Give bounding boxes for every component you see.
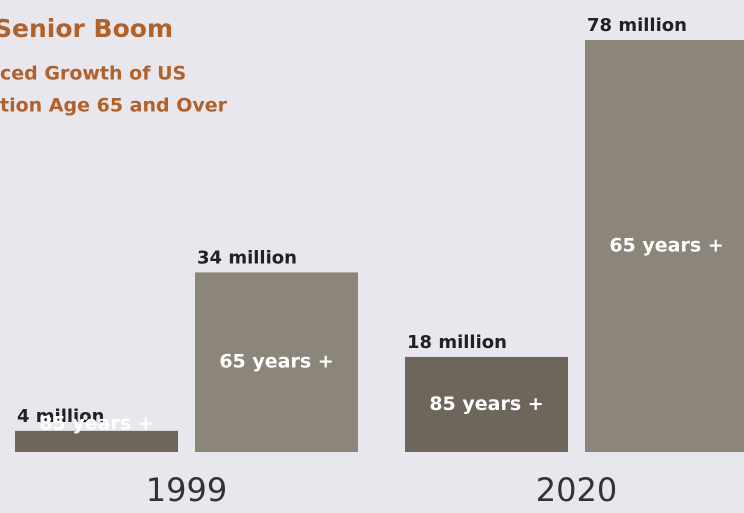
chart-subtitle: tion Age 65 and Over — [0, 95, 228, 117]
bar-label: 65 years + — [219, 351, 333, 373]
bar-label: 85 years + — [429, 393, 543, 415]
chart: Senior Boom ced Growth of US tion Age 65… — [0, 0, 744, 513]
x-tick-label: 1999 — [146, 471, 227, 509]
bar-label: 85 years + — [39, 413, 153, 435]
chart-title: Senior Boom — [0, 14, 173, 43]
value-label: 34 million — [197, 247, 297, 268]
x-tick-label: 2020 — [536, 471, 617, 509]
bar-label: 65 years + — [609, 235, 723, 257]
value-label: 18 million — [407, 332, 507, 353]
chart-subtitle: ced Growth of US — [0, 63, 186, 85]
value-label: 78 million — [587, 15, 687, 36]
